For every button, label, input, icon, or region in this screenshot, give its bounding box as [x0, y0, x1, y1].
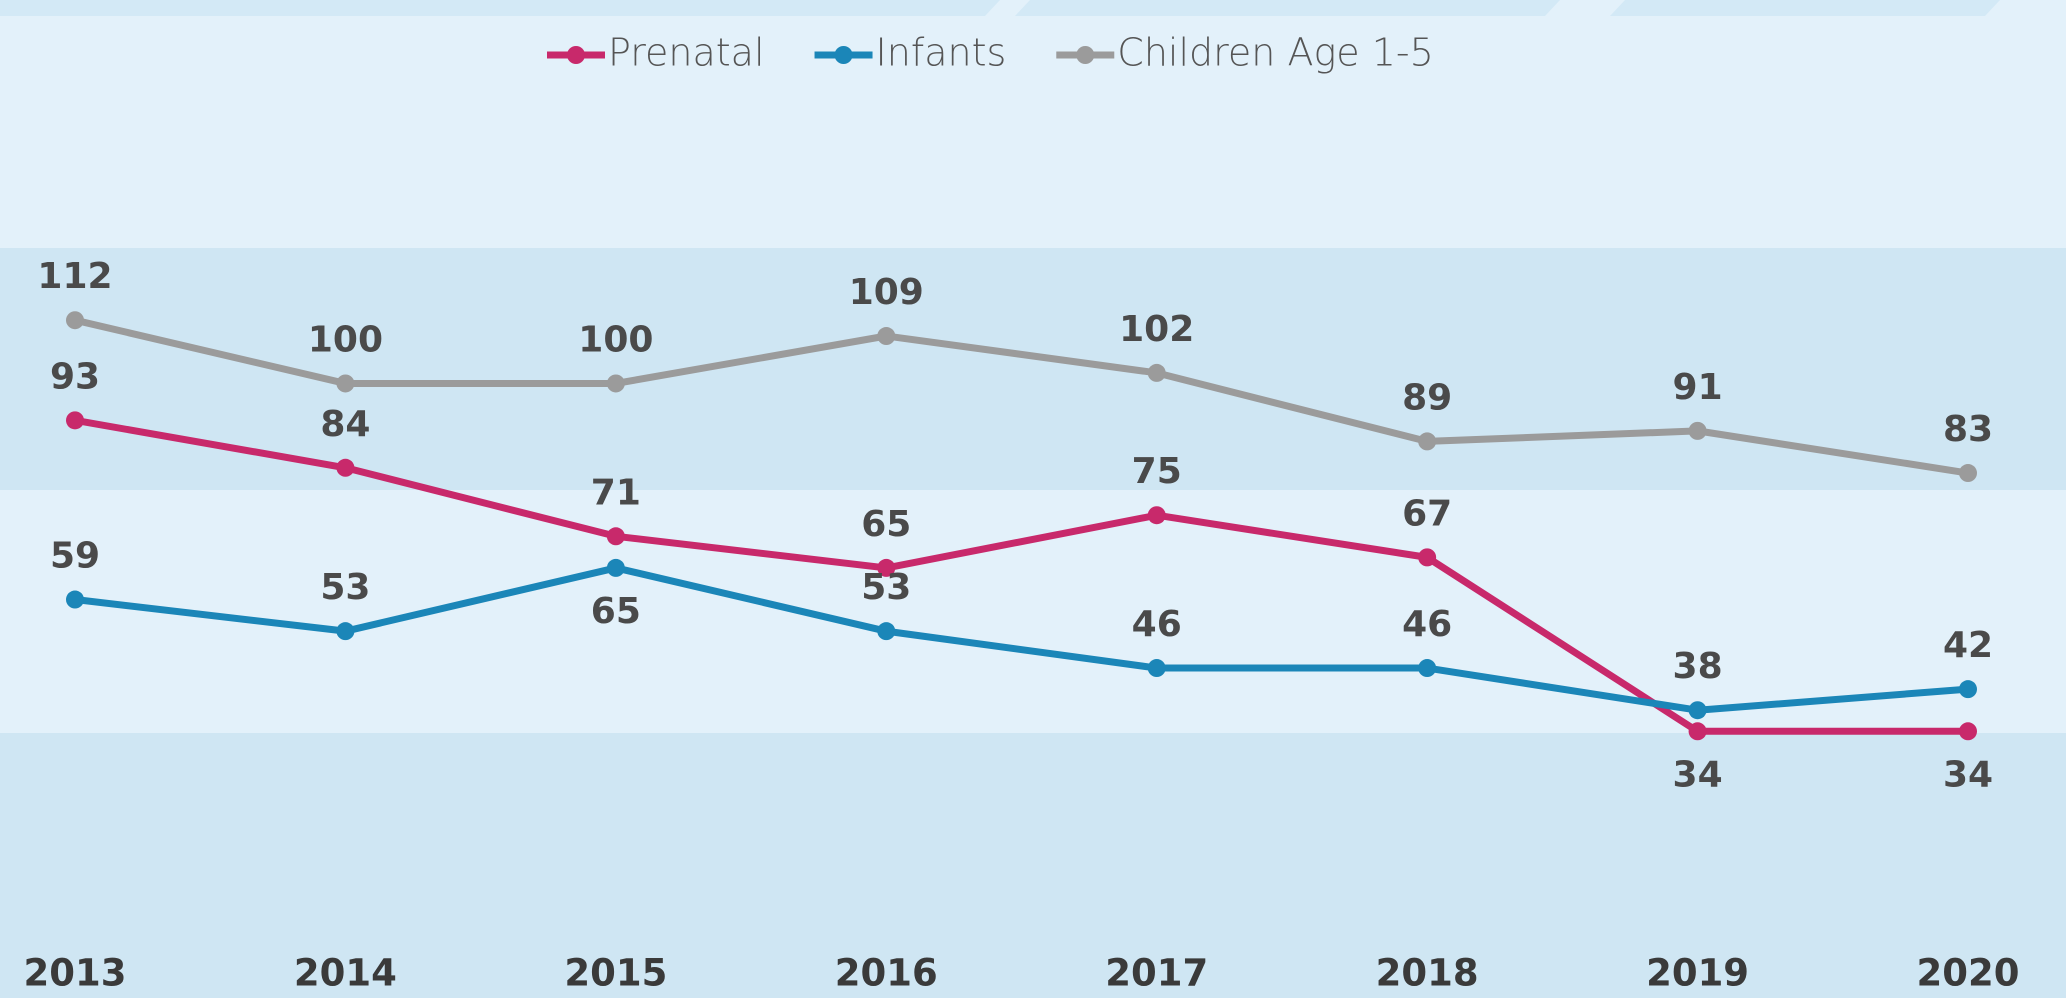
data-label: 53 [320, 567, 370, 608]
data-point [606, 558, 625, 577]
data-label: 71 [591, 472, 641, 513]
legend-label: Children Age 1-5 [1117, 31, 1434, 75]
data-label: 38 [1673, 646, 1723, 687]
legend-marker-dot [1076, 46, 1095, 64]
x-tick-label: 2020 [1917, 952, 2020, 995]
data-point [1147, 363, 1166, 382]
data-label: 100 [308, 319, 383, 360]
x-tick-label: 2013 [24, 952, 127, 995]
data-label: 46 [1402, 604, 1452, 645]
data-point [1959, 680, 1977, 699]
data-label: 75 [1132, 451, 1182, 492]
data-point [606, 374, 625, 393]
data-label: 112 [37, 256, 112, 297]
legend-marker-dot [567, 46, 585, 64]
data-label: 100 [578, 319, 653, 360]
data-point [1418, 659, 1437, 678]
band [0, 248, 2066, 490]
data-point [1147, 659, 1166, 678]
x-tick-label: 2019 [1646, 952, 1749, 995]
data-point [877, 558, 896, 577]
x-tick-label: 2015 [564, 952, 667, 995]
data-point [66, 590, 84, 609]
data-point [1959, 722, 1977, 741]
data-point [66, 411, 84, 430]
data-point [66, 311, 84, 330]
data-label: 34 [1943, 754, 1993, 795]
data-point [1688, 722, 1707, 741]
data-point [336, 458, 355, 477]
legend-marker-dot [834, 46, 853, 64]
data-point [1418, 432, 1437, 451]
data-label: 84 [320, 404, 370, 445]
data-point [336, 374, 355, 393]
data-point [1688, 421, 1707, 440]
legend-label: Infants [876, 31, 1007, 75]
data-point [1688, 701, 1707, 720]
data-point [336, 622, 355, 641]
data-point [606, 527, 625, 546]
legend-label: Prenatal [608, 31, 765, 75]
data-point [1147, 506, 1166, 525]
legend: Prenatal Infants Children Age 1-5 [547, 31, 1434, 75]
data-label: 42 [1943, 625, 1993, 666]
series-line [74, 316, 1969, 477]
data-point [1418, 548, 1437, 567]
series-line [74, 564, 1969, 714]
x-tick-label: 2018 [1376, 952, 1479, 995]
data-label: 109 [849, 272, 924, 313]
x-tick-label: 2014 [294, 952, 397, 995]
data-point [877, 327, 896, 346]
data-label: 34 [1673, 754, 1723, 795]
data-label: 65 [591, 591, 641, 632]
data-label: 46 [1132, 604, 1182, 645]
data-label: 89 [1402, 377, 1452, 418]
top-stripe [1610, 0, 2000, 16]
data-label: 83 [1943, 409, 1993, 450]
data-label: 67 [1402, 493, 1452, 534]
x-tick-label: 2017 [1105, 952, 1208, 995]
data-point [877, 622, 896, 641]
top-stripe [0, 0, 1000, 16]
data-label: 53 [861, 567, 911, 608]
data-label: 59 [50, 536, 100, 577]
band [0, 733, 2066, 998]
data-label: 93 [50, 356, 100, 397]
data-label: 65 [861, 504, 911, 545]
top-stripe [1015, 0, 1560, 16]
data-label: 91 [1673, 367, 1723, 408]
x-tick-label: 2016 [835, 952, 938, 995]
data-point [1959, 464, 1977, 483]
data-label: 102 [1119, 309, 1194, 350]
